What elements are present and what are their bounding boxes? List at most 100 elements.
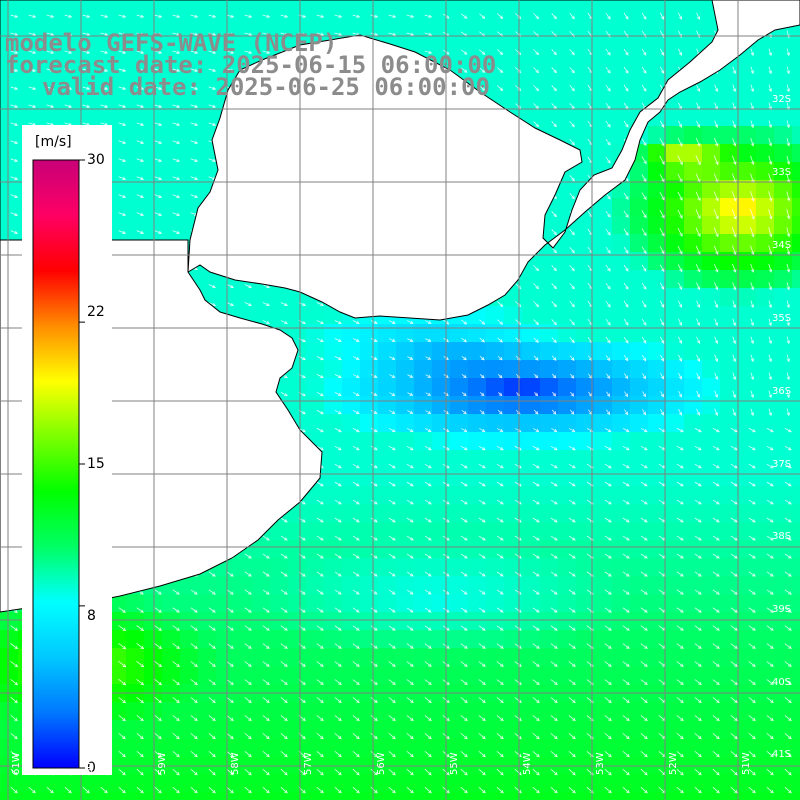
field-cell <box>540 288 558 306</box>
field-cell <box>666 468 684 486</box>
field-cell <box>666 216 684 234</box>
field-cell <box>486 432 504 450</box>
wind-arrow <box>497 67 504 73</box>
wind-arrow <box>10 212 19 217</box>
field-cell <box>342 414 360 432</box>
field-cell <box>522 576 540 594</box>
wind-arrow <box>605 282 611 290</box>
wind-arrow <box>786 120 791 129</box>
field-cell <box>324 432 342 450</box>
field-cell <box>396 0 414 18</box>
field-cell <box>144 774 162 792</box>
field-cell <box>270 306 288 324</box>
field-cell <box>486 540 504 558</box>
field-cell <box>270 36 288 54</box>
field-cell <box>540 558 558 576</box>
valid-date: valid date: 2025-06-25 06:00:00 <box>42 73 490 101</box>
field-cell <box>450 738 468 756</box>
field-cell <box>684 360 702 378</box>
field-cell <box>702 630 720 648</box>
field-cell <box>630 792 648 800</box>
wind-arrow <box>136 140 145 145</box>
field-cell <box>360 558 378 576</box>
field-cell <box>234 648 252 666</box>
field-cell <box>18 108 36 126</box>
field-cell <box>486 414 504 432</box>
field-cell <box>162 216 180 234</box>
field-cell <box>450 720 468 738</box>
wind-arrow <box>641 66 647 74</box>
field-cell <box>756 720 774 738</box>
lon-label-58w: 58W <box>230 752 241 775</box>
wind-arrow <box>460 13 468 19</box>
field-cell <box>738 702 756 720</box>
field-cell <box>504 558 522 576</box>
field-cell <box>648 0 666 18</box>
field-cell <box>270 594 288 612</box>
field-cell <box>684 288 702 306</box>
field-cell <box>702 252 720 270</box>
field-cell <box>378 666 396 684</box>
field-cell <box>774 288 792 306</box>
field-cell <box>504 414 522 432</box>
wind-arrow <box>551 211 557 218</box>
field-cell <box>270 18 288 36</box>
field-cell <box>666 126 684 144</box>
wind-arrow <box>605 264 611 272</box>
wind-arrow <box>732 300 737 309</box>
field-cell <box>270 612 288 630</box>
field-cell <box>702 270 720 288</box>
wind-arrow <box>262 50 271 55</box>
field-cell <box>792 18 800 36</box>
field-cell <box>414 666 432 684</box>
field-cell <box>198 144 216 162</box>
field-cell <box>738 162 756 180</box>
field-cell <box>702 450 720 468</box>
field-cell <box>558 558 576 576</box>
field-cell <box>720 666 738 684</box>
field-cell <box>198 270 216 288</box>
wind-arrow <box>190 32 199 37</box>
field-cell <box>108 648 126 666</box>
field-cell <box>720 90 738 108</box>
field-cell <box>576 720 594 738</box>
field-cell <box>288 378 306 396</box>
wind-arrow <box>641 156 647 165</box>
field-cell <box>486 486 504 504</box>
field-cell <box>540 18 558 36</box>
wind-arrow <box>551 229 557 236</box>
field-cell <box>414 774 432 792</box>
field-cell <box>702 468 720 486</box>
wind-arrow <box>786 245 791 256</box>
field-cell <box>0 198 18 216</box>
field-cell <box>450 756 468 774</box>
field-cell <box>594 18 612 36</box>
field-cell <box>288 396 306 414</box>
field-cell <box>540 306 558 324</box>
wind-arrow <box>641 12 647 20</box>
field-cell <box>666 162 684 180</box>
field-cell <box>360 630 378 648</box>
field-cell <box>774 648 792 666</box>
field-cell <box>324 450 342 468</box>
field-cell <box>522 270 540 288</box>
wind-arrow <box>714 300 719 309</box>
field-cell <box>558 630 576 648</box>
field-cell <box>630 198 648 216</box>
wind-arrow <box>208 122 217 127</box>
field-cell <box>198 0 216 18</box>
field-cell <box>108 180 126 198</box>
field-cell <box>612 630 630 648</box>
field-cell <box>702 144 720 162</box>
wind-arrow <box>226 68 235 73</box>
field-cell <box>792 36 800 54</box>
field-cell <box>234 558 252 576</box>
field-cell <box>360 432 378 450</box>
field-cell <box>486 0 504 18</box>
field-cell <box>522 648 540 666</box>
field-cell <box>378 576 396 594</box>
field-cell <box>450 666 468 684</box>
field-cell <box>144 738 162 756</box>
field-cell <box>486 18 504 36</box>
wind-arrow <box>154 50 163 55</box>
